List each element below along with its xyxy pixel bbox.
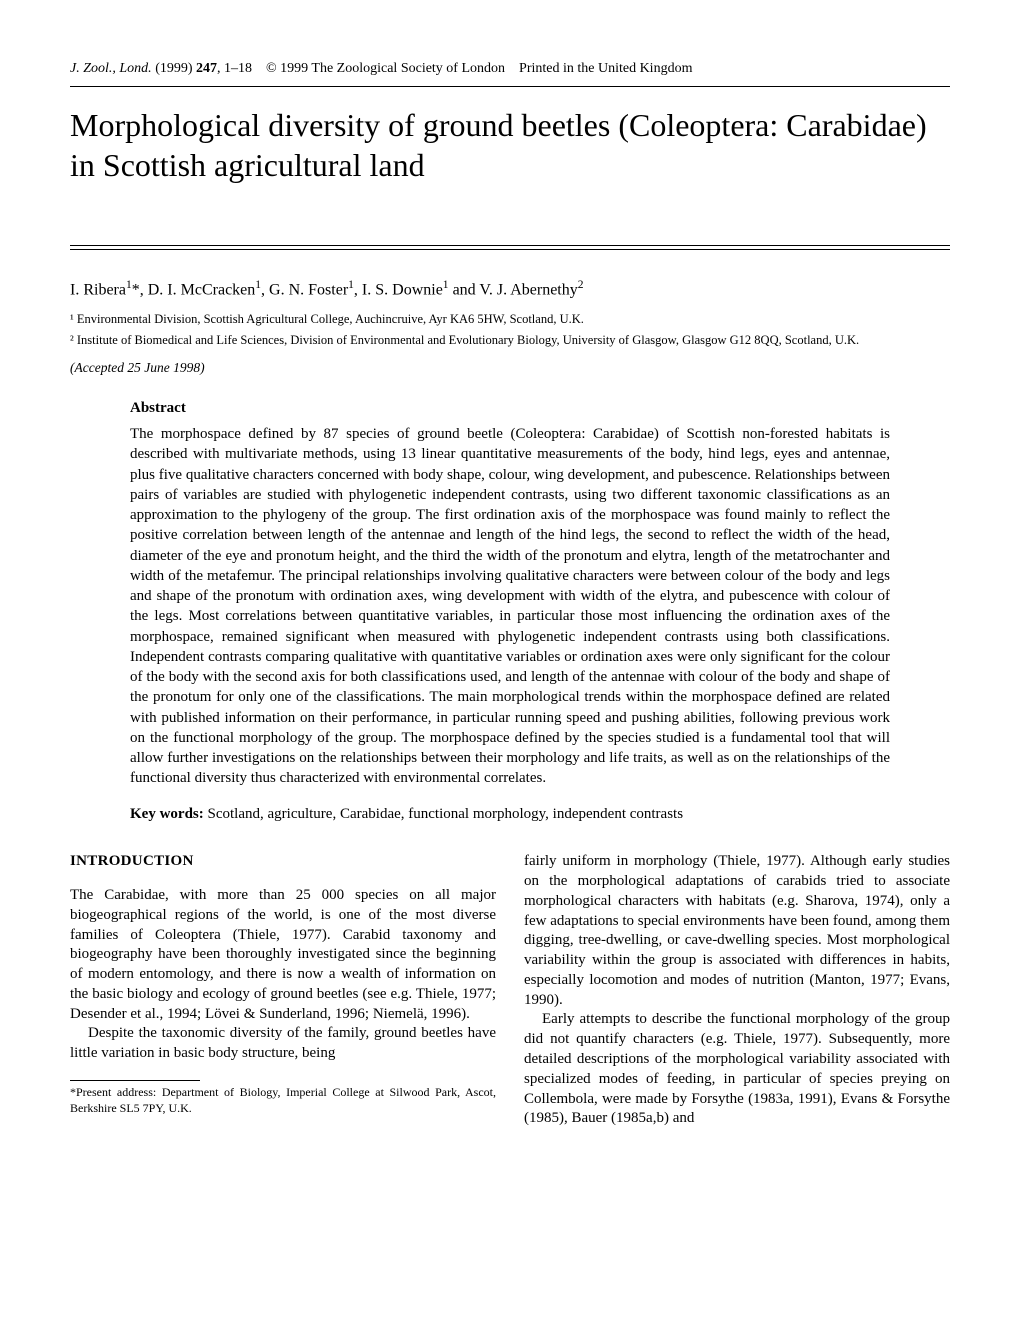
abstract-text: The morphospace defined by 87 species of… [130, 424, 890, 789]
authors-line: I. Ribera1*, D. I. McCracken1, G. N. Fos… [70, 278, 950, 301]
footnote-text: *Present address: Department of Biology,… [70, 1085, 496, 1116]
journal-volume: 247 [196, 61, 217, 76]
intro-right-p2: Early attempts to describe the functiona… [524, 1010, 950, 1129]
body-columns: INTRODUCTION The Carabidae, with more th… [70, 852, 950, 1129]
journal-pages: 1–18 [224, 61, 252, 76]
keywords-text: Scotland, agriculture, Carabidae, functi… [204, 806, 683, 822]
column-right: fairly uniform in morphology (Thiele, 19… [524, 852, 950, 1129]
abstract-block: Abstract The morphospace defined by 87 s… [130, 399, 890, 825]
column-left: INTRODUCTION The Carabidae, with more th… [70, 852, 496, 1129]
article-title: Morphological diversity of ground beetle… [70, 105, 950, 185]
intro-left-p1: The Carabidae, with more than 25 000 spe… [70, 886, 496, 1025]
keywords-line: Key words: Scotland, agriculture, Carabi… [130, 805, 890, 825]
journal-comma: , [217, 61, 224, 76]
intro-left-p2: Despite the taxonomic diversity of the f… [70, 1024, 496, 1064]
title-rule-bottom [70, 249, 950, 250]
journal-printed: Printed in the United Kingdom [519, 61, 692, 76]
abstract-heading: Abstract [130, 399, 890, 419]
keywords-label: Key words: [130, 806, 204, 822]
accepted-date: (Accepted 25 June 1998) [70, 359, 950, 377]
journal-year: (1999) [155, 61, 192, 76]
title-rule-top [70, 245, 950, 246]
introduction-heading: INTRODUCTION [70, 852, 496, 872]
header-rule [70, 86, 950, 87]
affiliation-2: ² Institute of Biomedical and Life Scien… [70, 332, 950, 349]
journal-copyright: © 1999 The Zoological Society of London [266, 61, 505, 76]
journal-header: J. Zool., Lond. (1999) 247, 1–18 © 1999 … [70, 60, 950, 78]
footnote-rule [70, 1080, 200, 1081]
journal-abbrev: J. Zool., Lond. [70, 61, 152, 76]
affiliation-1: ¹ Environmental Division, Scottish Agric… [70, 311, 950, 328]
intro-right-p1: fairly uniform in morphology (Thiele, 19… [524, 852, 950, 1010]
